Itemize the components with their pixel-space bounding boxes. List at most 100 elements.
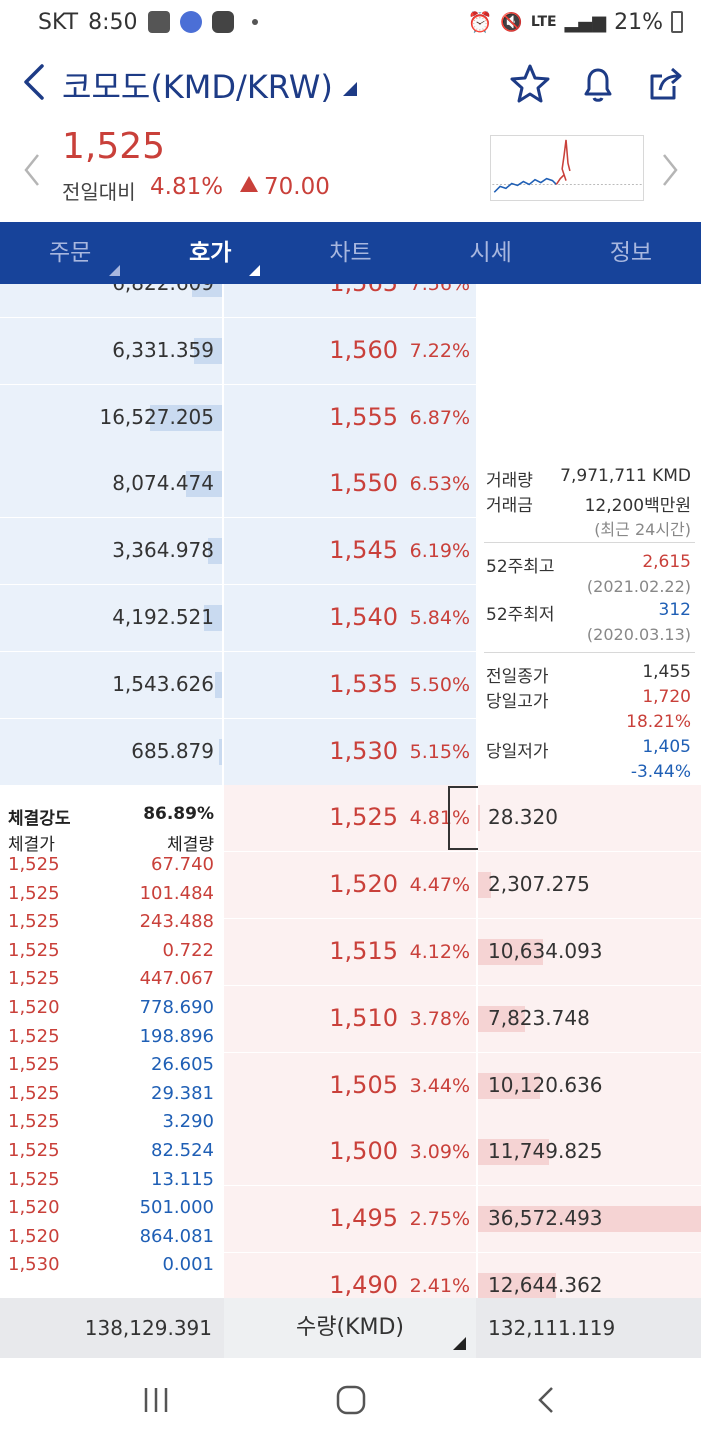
trade-price: 1,525 [8, 854, 60, 875]
bid-price-cell[interactable]: 1,495 2.75% [224, 1186, 476, 1253]
trade-qty: 243.488 [139, 911, 214, 933]
ask-price: 1,540 [329, 603, 398, 631]
day-low-percent: -3.44% [630, 762, 691, 782]
bid-percent: 2.75% [409, 1208, 470, 1231]
page-title[interactable]: 코모도(KMD/KRW) [62, 68, 333, 106]
amount-value: 12,200백만원 [584, 496, 691, 516]
ask-price-cell[interactable]: 1,555 6.87% [224, 384, 476, 451]
ask-qty-cell: 8,074.474 [0, 451, 222, 518]
favorite-star-icon[interactable] [508, 62, 552, 106]
trade-qty: 29.381 [151, 1082, 214, 1104]
ask-qty-cell: 6,822.609 [0, 284, 222, 317]
bid-qty-cell: 36,572.493 [478, 1186, 701, 1253]
ask-row[interactable]: 6,331.359 1,560 7.22% [0, 317, 701, 384]
bid-percent: 4.47% [409, 874, 470, 897]
trade-price: 1,525 [8, 939, 60, 961]
back-arrow-icon[interactable] [20, 62, 50, 102]
trade-price: 1,525 [8, 968, 60, 990]
trade-qty: 82.524 [151, 1140, 214, 1161]
tab-chart-label: 차트 [329, 240, 372, 266]
ask-percent: 6.53% [409, 473, 470, 496]
trade-row: 1,525 101.484 [0, 883, 222, 911]
ask-percent: 5.15% [409, 740, 470, 763]
bid-price-cell[interactable]: 1,500 3.09% [224, 1119, 476, 1186]
tab-order[interactable]: 주문 [0, 222, 140, 284]
tab-market[interactable]: 시세 [421, 222, 561, 284]
share-icon[interactable] [644, 62, 688, 106]
ask-depth-bar [204, 605, 222, 631]
ask-qty: 6,822.609 [112, 284, 214, 295]
trade-row: 1,525 13.115 [0, 1169, 222, 1197]
ask-row[interactable]: 6,822.609 1,565 7.56% [0, 284, 701, 317]
ask-qty: 1,543.626 [112, 671, 214, 696]
ask-row[interactable]: 8,074.474 1,550 6.53% [0, 451, 701, 518]
prev-close-value: 1,455 [642, 662, 691, 682]
trade-price: 1,525 [8, 911, 60, 933]
trade-row: 1,525 26.605 [0, 1054, 222, 1082]
bid-qty-cell: 10,120.636 [478, 1052, 701, 1119]
ask-row[interactable]: 685.879 1,530 5.15% [0, 718, 701, 785]
trade-row: 1,520 501.000 [0, 1197, 222, 1225]
low52-date: (2020.03.13) [586, 625, 691, 644]
bid-price: 1,525 [329, 803, 398, 832]
trade-qty: 447.067 [139, 968, 214, 990]
bid-qty-cell: 28.320 [478, 785, 701, 852]
bid-row[interactable]: 1,520 4.47% 2,307.275 [0, 852, 701, 919]
total-ask-qty: 138,129.391 [84, 1316, 212, 1340]
bid-row[interactable]: 1,525 4.81% 28.320 [0, 785, 701, 852]
system-nav-bar [0, 1358, 701, 1440]
trade-qty: 3.290 [162, 1111, 214, 1133]
high52-date: (2021.02.22) [586, 577, 691, 596]
unit-dropdown-icon [453, 1337, 466, 1350]
ask-qty: 6,331.359 [112, 337, 214, 362]
tab-chart[interactable]: 차트 [280, 222, 420, 284]
bid-price-cell[interactable]: 1,490 2.41% [224, 1253, 476, 1298]
previous-coin-icon[interactable] [22, 152, 42, 188]
ask-row[interactable]: 1,543.626 1,535 5.50% [0, 651, 701, 718]
bid-row[interactable]: 1,505 3.44% 10,120.636 [0, 1052, 701, 1119]
amount-label: 거래금 [486, 496, 533, 516]
ask-depth-bar [194, 337, 222, 364]
bid-row[interactable]: 1,490 2.41% 12,644.362 [0, 1253, 701, 1298]
tab-orderbook[interactable]: 호가 [140, 222, 280, 284]
bid-price-cell[interactable]: 1,505 3.44% [224, 1052, 476, 1119]
tab-market-label: 시세 [469, 240, 512, 266]
bid-depth-bar [478, 872, 491, 899]
notification-bell-icon[interactable] [576, 62, 620, 106]
unit-selector[interactable]: 수량(KMD) [224, 1298, 476, 1358]
bid-row[interactable]: 1,495 2.75% 36,572.493 [0, 1186, 701, 1253]
ask-price-cell[interactable]: 1,565 7.56% [224, 284, 476, 317]
ask-price-cell[interactable]: 1,560 7.22% [224, 317, 476, 384]
mini-price-chart[interactable] [490, 135, 644, 201]
next-coin-icon[interactable] [660, 152, 680, 188]
day-low-label: 당일저가 [486, 742, 549, 762]
bid-price-cell[interactable]: 1,510 3.78% [224, 985, 476, 1052]
ask-price-cell[interactable]: 1,550 6.53% [224, 451, 476, 518]
bid-price-cell[interactable]: 1,515 4.12% [224, 919, 476, 985]
ask-row[interactable]: 16,527.205 1,555 6.87% [0, 384, 701, 451]
title-dropdown-icon[interactable] [343, 82, 357, 96]
bid-price-cell[interactable]: 1,520 4.47% [224, 852, 476, 919]
bid-price: 1,500 [329, 1137, 398, 1166]
ask-price-cell[interactable]: 1,545 6.19% [224, 518, 476, 585]
ask-price: 1,565 [329, 284, 398, 297]
ask-qty: 685.879 [131, 738, 214, 763]
trade-price: 1,530 [8, 1254, 60, 1276]
ask-price-cell[interactable]: 1,530 5.15% [224, 718, 476, 785]
ask-price-cell[interactable]: 1,535 5.50% [224, 651, 476, 718]
recent-apps-icon[interactable] [136, 1380, 176, 1420]
trade-qty: 778.690 [139, 997, 214, 1018]
ask-qty-cell: 16,527.205 [0, 384, 222, 451]
back-nav-icon[interactable] [528, 1380, 568, 1420]
ask-row[interactable]: 4,192.521 1,540 5.84% [0, 585, 701, 651]
change-label: 전일대비 [62, 180, 136, 204]
trade-row: 1,525 198.896 [0, 1026, 222, 1054]
ask-row[interactable]: 3,364.978 1,545 6.19% [0, 518, 701, 585]
bid-row[interactable]: 1,515 4.12% 10,634.093 [0, 919, 701, 985]
bid-row[interactable]: 1,510 3.78% 7,823.748 [0, 985, 701, 1052]
bid-row[interactable]: 1,500 3.09% 11,749.825 [0, 1119, 701, 1186]
bid-price-cell[interactable]: 1,525 4.81% [224, 785, 700, 852]
home-icon[interactable] [331, 1380, 371, 1420]
tab-info[interactable]: 정보 [561, 222, 701, 284]
ask-price-cell[interactable]: 1,540 5.84% [224, 585, 476, 651]
